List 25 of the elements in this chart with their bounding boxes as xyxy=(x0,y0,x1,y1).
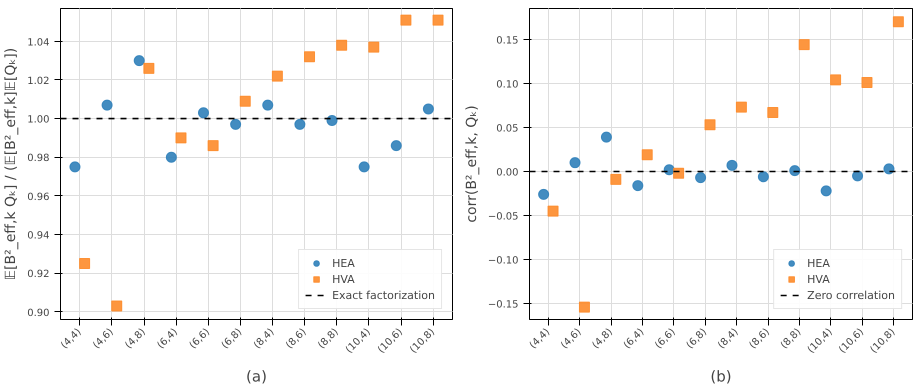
legend-label: HVA xyxy=(332,272,355,286)
y-tick-label: 0.15 xyxy=(496,35,518,46)
y-axis-title: 𝔼[B²_eff,k Qₖ] / (𝔼[B²_eff,k]𝔼[Qₖ]) xyxy=(3,48,20,280)
y-tick-label: 0.10 xyxy=(496,79,518,90)
y-tick-label: −0.05 xyxy=(488,212,519,223)
y-tick-label: 0.96 xyxy=(27,192,50,203)
y-tick-label: 0.94 xyxy=(27,230,50,242)
x-axis-title: (a) xyxy=(246,368,267,386)
legend-label: HEA xyxy=(807,256,830,270)
y-tick-label: 1.02 xyxy=(27,76,50,87)
y-tick-label: −0.15 xyxy=(488,300,519,311)
legend-label: Zero correlation xyxy=(807,288,895,302)
y-tick-label: 0.98 xyxy=(27,153,50,164)
y-tick-label: 0.90 xyxy=(27,308,50,319)
legend-label: HEA xyxy=(332,256,355,270)
x-axis-title: (b) xyxy=(710,368,732,386)
y-tick-label: 0.05 xyxy=(496,123,518,134)
y-tick-label: 0.92 xyxy=(27,269,50,280)
y-tick-label: 0.00 xyxy=(496,167,518,178)
y-tick-label: −0.10 xyxy=(488,256,519,267)
legend-label: Exact factorization xyxy=(332,288,435,302)
legend-label: HVA xyxy=(807,272,830,286)
y-tick-label: 1.00 xyxy=(27,114,50,126)
y-tick-label: 1.04 xyxy=(27,37,50,48)
y-axis-title: corr(B²_eff,k, Qₖ) xyxy=(464,105,480,223)
